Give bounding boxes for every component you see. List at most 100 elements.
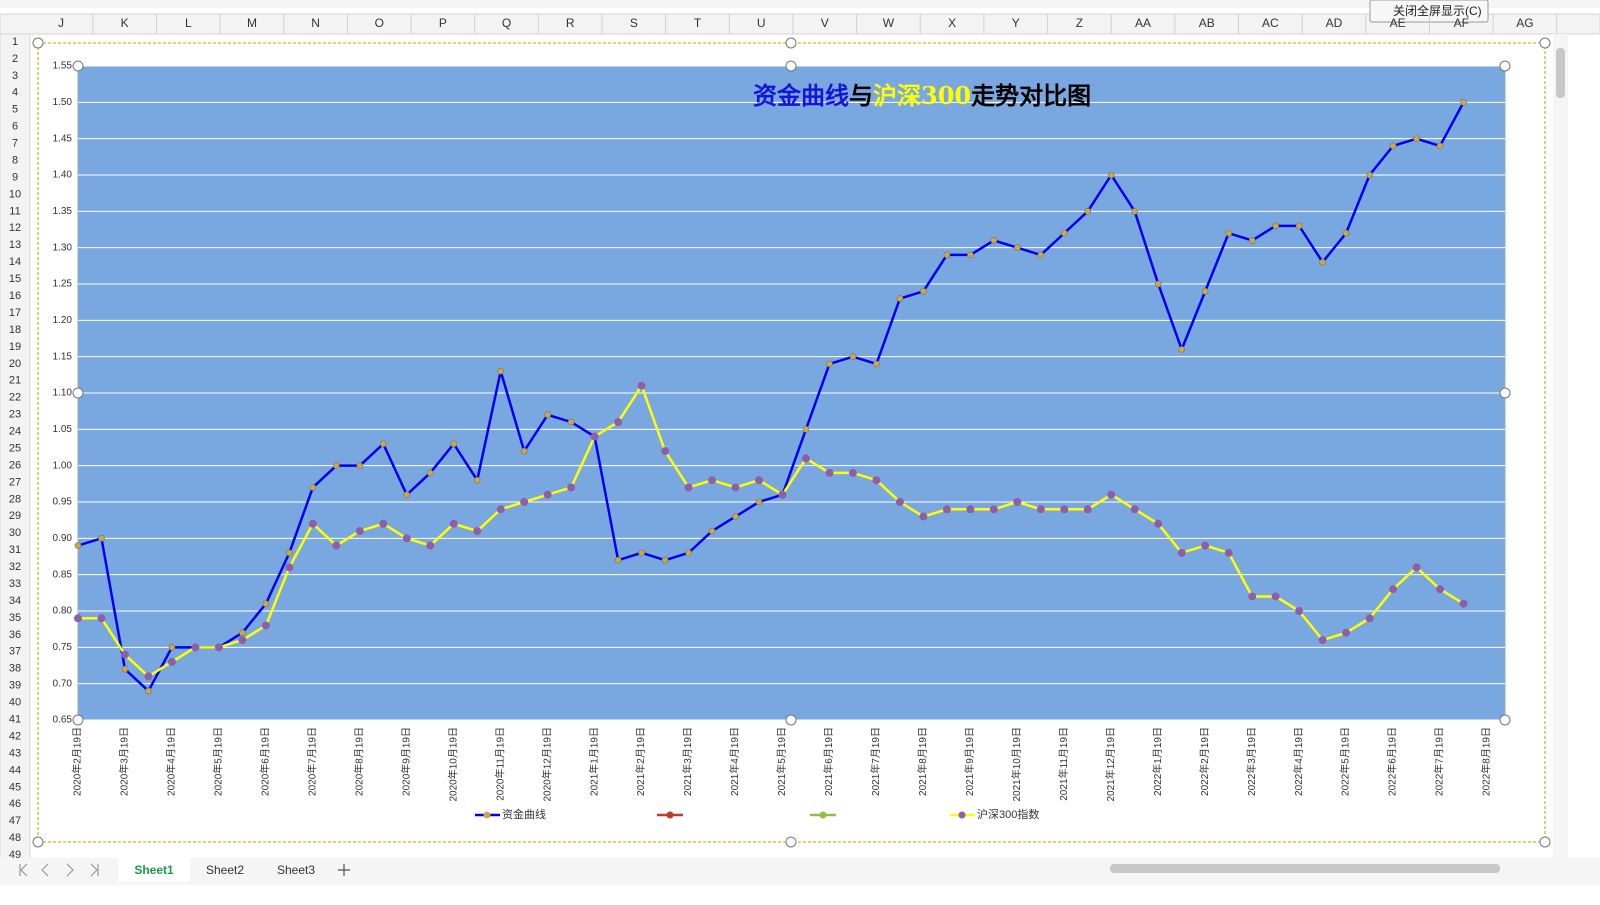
row-header[interactable]: 6	[12, 121, 18, 133]
resize-handle[interactable]	[1499, 60, 1511, 72]
row-header[interactable]: 3	[12, 70, 18, 82]
column-header[interactable]: AE	[1390, 16, 1406, 30]
column-header[interactable]: AC	[1262, 16, 1279, 30]
column-header[interactable]: T	[694, 16, 702, 30]
row-header[interactable]: 30	[9, 527, 21, 539]
row-header[interactable]: 45	[9, 781, 21, 793]
row-header[interactable]: 23	[9, 409, 21, 421]
resize-handle[interactable]	[1539, 37, 1551, 49]
row-header[interactable]: 40	[9, 697, 21, 709]
row-header[interactable]: 49	[9, 849, 21, 861]
sheet-tab[interactable]: Sheet1	[134, 863, 174, 877]
column-header[interactable]: O	[375, 16, 384, 30]
column-header[interactable]: N	[311, 16, 320, 30]
resize-handle[interactable]	[72, 60, 84, 72]
row-header[interactable]: 11	[9, 205, 20, 217]
vertical-scrollbar[interactable]	[1553, 34, 1568, 858]
resize-handle[interactable]	[1539, 836, 1551, 848]
horizontal-scroll-thumb[interactable]	[1110, 864, 1500, 873]
row-header[interactable]: 22	[9, 392, 21, 404]
nav-next[interactable]	[66, 863, 74, 877]
column-header[interactable]: L	[185, 16, 192, 30]
row-header[interactable]: 18	[9, 324, 21, 336]
row-header[interactable]: 42	[9, 730, 21, 742]
row-header[interactable]: 14	[9, 256, 21, 268]
row-header[interactable]: 17	[9, 307, 21, 319]
row-header[interactable]: 12	[9, 222, 21, 234]
row-header[interactable]: 15	[9, 273, 21, 285]
row-header[interactable]: 20	[9, 358, 21, 370]
resize-handle[interactable]	[785, 714, 797, 726]
row-header[interactable]: 16	[9, 290, 21, 302]
row-header[interactable]: 28	[9, 493, 21, 505]
nav-first[interactable]	[19, 863, 28, 877]
column-header[interactable]: AF	[1454, 16, 1469, 30]
column-header[interactable]: Z	[1076, 16, 1083, 30]
row-header[interactable]: 24	[9, 426, 21, 438]
row-header[interactable]: 31	[9, 544, 21, 556]
column-header[interactable]: U	[757, 16, 766, 30]
row-header[interactable]: 21	[9, 375, 21, 387]
row-header[interactable]: 38	[9, 663, 21, 675]
resize-handle[interactable]	[1499, 714, 1511, 726]
column-header[interactable]: P	[439, 16, 447, 30]
row-header[interactable]: 41	[9, 714, 21, 726]
column-header[interactable]: J	[58, 16, 64, 30]
column-header[interactable]: M	[247, 16, 257, 30]
column-header[interactable]: Q	[502, 16, 511, 30]
row-header[interactable]: 36	[9, 629, 21, 641]
row-header[interactable]: 13	[9, 239, 21, 251]
sheet-tab[interactable]: Sheet3	[277, 863, 315, 877]
row-header[interactable]: 5	[12, 104, 18, 116]
column-header[interactable]: Y	[1012, 16, 1020, 30]
column-header[interactable]: AG	[1516, 16, 1533, 30]
add-sheet[interactable]	[338, 864, 350, 876]
column-header[interactable]: K	[121, 16, 129, 30]
row-header[interactable]: 9	[12, 171, 18, 183]
nav-last[interactable]	[90, 863, 99, 877]
row-header[interactable]: 39	[9, 680, 21, 692]
row-header[interactable]: 1	[12, 36, 18, 48]
resize-handle[interactable]	[785, 836, 797, 848]
resize-handle[interactable]	[32, 37, 44, 49]
row-header[interactable]: 2	[12, 53, 18, 65]
sheet-tab[interactable]: Sheet2	[206, 863, 244, 877]
row-header[interactable]: 7	[12, 138, 18, 150]
row-header[interactable]: 19	[9, 341, 21, 353]
row-header[interactable]: 47	[9, 815, 21, 827]
data-point	[1318, 636, 1327, 645]
column-header[interactable]: R	[566, 16, 575, 30]
row-header[interactable]: 37	[9, 646, 21, 658]
column-header[interactable]: W	[883, 16, 895, 30]
row-header[interactable]: 35	[9, 612, 21, 624]
resize-handle[interactable]	[32, 836, 44, 848]
column-header[interactable]: AD	[1326, 16, 1343, 30]
column-header[interactable]: V	[821, 16, 829, 30]
row-header[interactable]: 43	[9, 747, 21, 759]
scroll-thumb[interactable]	[1556, 48, 1565, 98]
row-header[interactable]: 25	[9, 442, 21, 454]
column-header[interactable]: AB	[1199, 16, 1215, 30]
column-header[interactable]: S	[630, 16, 638, 30]
row-header[interactable]: 34	[9, 595, 21, 607]
fullscreen-button[interactable]: 关闭全屏显示(C)	[1393, 3, 1482, 18]
row-header[interactable]: 33	[9, 578, 21, 590]
row-header[interactable]: 29	[9, 510, 21, 522]
resize-handle[interactable]	[72, 387, 84, 399]
row-header[interactable]: 27	[9, 476, 21, 488]
resize-handle[interactable]	[785, 60, 797, 72]
nav-prev[interactable]	[41, 863, 49, 877]
row-header[interactable]: 4	[12, 87, 18, 99]
row-header[interactable]: 46	[9, 798, 21, 810]
column-header[interactable]: AA	[1135, 16, 1151, 30]
resize-handle[interactable]	[785, 37, 797, 49]
resize-handle[interactable]	[1499, 387, 1511, 399]
row-header[interactable]: 32	[9, 561, 21, 573]
row-header[interactable]: 10	[9, 188, 21, 200]
row-header[interactable]: 44	[9, 764, 21, 776]
column-header[interactable]: X	[948, 16, 956, 30]
resize-handle[interactable]	[72, 714, 84, 726]
row-header[interactable]: 48	[9, 832, 21, 844]
row-header[interactable]: 8	[12, 154, 18, 166]
row-header[interactable]: 26	[9, 459, 21, 471]
